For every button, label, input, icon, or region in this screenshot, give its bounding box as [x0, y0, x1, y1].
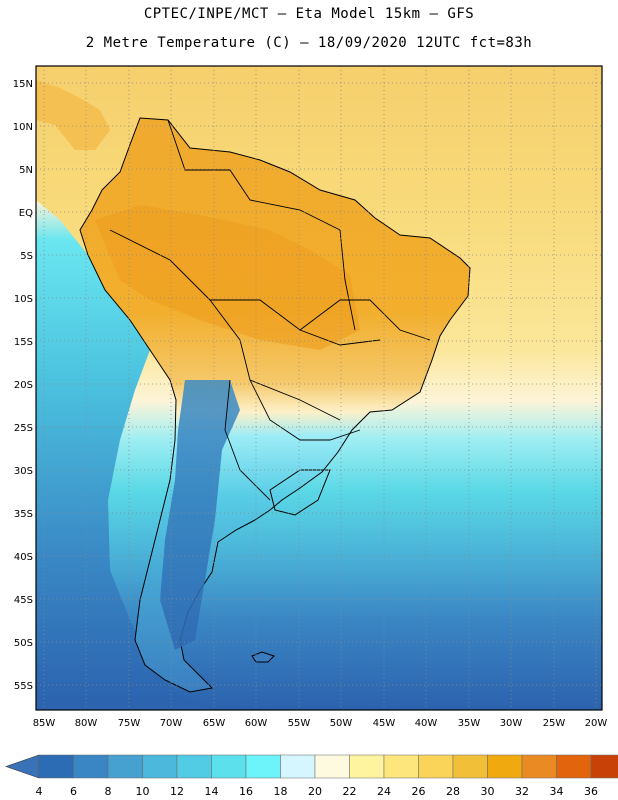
lon-label: 25W	[543, 718, 566, 729]
map-subtitle: 2 Metre Temperature (C) – 18/09/2020 12U…	[85, 35, 533, 51]
lat-label: 15S	[14, 337, 33, 348]
lat-label: 50S	[14, 638, 33, 649]
lon-label: 35W	[458, 718, 481, 729]
legend-swatch	[314, 754, 350, 779]
lat-label: 20S	[14, 380, 33, 391]
legend-swatch	[521, 754, 557, 779]
lon-label: 55W	[288, 718, 311, 729]
legend-swatch	[349, 754, 385, 779]
lat-label: EQ	[19, 208, 33, 219]
legend-value-label: 20	[308, 785, 322, 798]
lat-label: 40S	[14, 552, 33, 563]
lat-label: 25S	[14, 423, 33, 434]
lat-label: 55S	[14, 681, 33, 692]
falkland-islands	[251, 651, 275, 663]
legend-value-label: 6	[70, 785, 77, 798]
lat-label: 10N	[13, 122, 33, 133]
central-america-land	[36, 66, 110, 150]
lat-label: 35S	[14, 509, 33, 520]
lat-label: 15N	[13, 79, 33, 90]
legend-low-arrow	[5, 754, 40, 779]
lon-label: 85W	[33, 718, 56, 729]
lon-label: 60W	[245, 718, 268, 729]
legend-swatch	[38, 754, 74, 779]
legend-value-label: 32	[515, 785, 529, 798]
lon-label: 65W	[203, 718, 226, 729]
legend-swatch	[383, 754, 419, 779]
legend-swatch	[245, 754, 281, 779]
pacific-ocean	[36, 200, 210, 710]
legend-swatch	[487, 754, 523, 779]
lat-label: 5S	[20, 251, 33, 262]
lon-label: 50W	[330, 718, 353, 729]
legend-value-label: 12	[170, 785, 184, 798]
legend-swatch	[556, 754, 592, 779]
legend-value-label: 30	[481, 785, 495, 798]
lat-label: 45S	[14, 595, 33, 606]
legend-swatch	[142, 754, 178, 779]
color-legend: 468101214161820222426283032343638	[5, 754, 618, 798]
legend-swatch	[73, 754, 109, 779]
lon-label: 45W	[373, 718, 396, 729]
lat-lon-grid	[36, 66, 602, 710]
legend-value-label: 22	[343, 785, 357, 798]
legend-swatch	[211, 754, 247, 779]
legend-swatch	[107, 754, 143, 779]
legend-swatch	[418, 754, 454, 779]
legend-value-label: 4	[36, 785, 43, 798]
lon-label: 20W	[585, 718, 608, 729]
lon-label: 75W	[118, 718, 141, 729]
legend-value-label: 28	[446, 785, 460, 798]
map-frame	[35, 65, 603, 711]
legend-value-label: 14	[205, 785, 219, 798]
legend-swatch	[452, 754, 488, 779]
legend-value-label: 10	[136, 785, 150, 798]
lat-label: 30S	[14, 466, 33, 477]
map-title: CPTEC/INPE/MCT – Eta Model 15km – GFS	[143, 6, 475, 22]
legend-swatch	[176, 754, 212, 779]
lon-label: 80W	[75, 718, 98, 729]
andes-region	[160, 380, 240, 650]
lon-label: 70W	[160, 718, 183, 729]
temperature-field	[36, 66, 602, 710]
legend-value-label: 36	[584, 785, 598, 798]
legend-value-label: 8	[105, 785, 112, 798]
lon-label: 40W	[415, 718, 438, 729]
lat-label: 5N	[19, 165, 33, 176]
legend-value-label: 16	[239, 785, 253, 798]
legend-value-label: 34	[550, 785, 564, 798]
legend-value-label: 18	[274, 785, 288, 798]
lat-label: 10S	[14, 294, 33, 305]
legend-swatch	[280, 754, 316, 779]
legend-value-label: 24	[377, 785, 391, 798]
lon-label: 30W	[500, 718, 523, 729]
legend-swatch	[590, 754, 618, 779]
legend-value-label: 26	[412, 785, 426, 798]
amazon-warm-core	[95, 205, 360, 350]
country-borders	[109, 119, 431, 501]
